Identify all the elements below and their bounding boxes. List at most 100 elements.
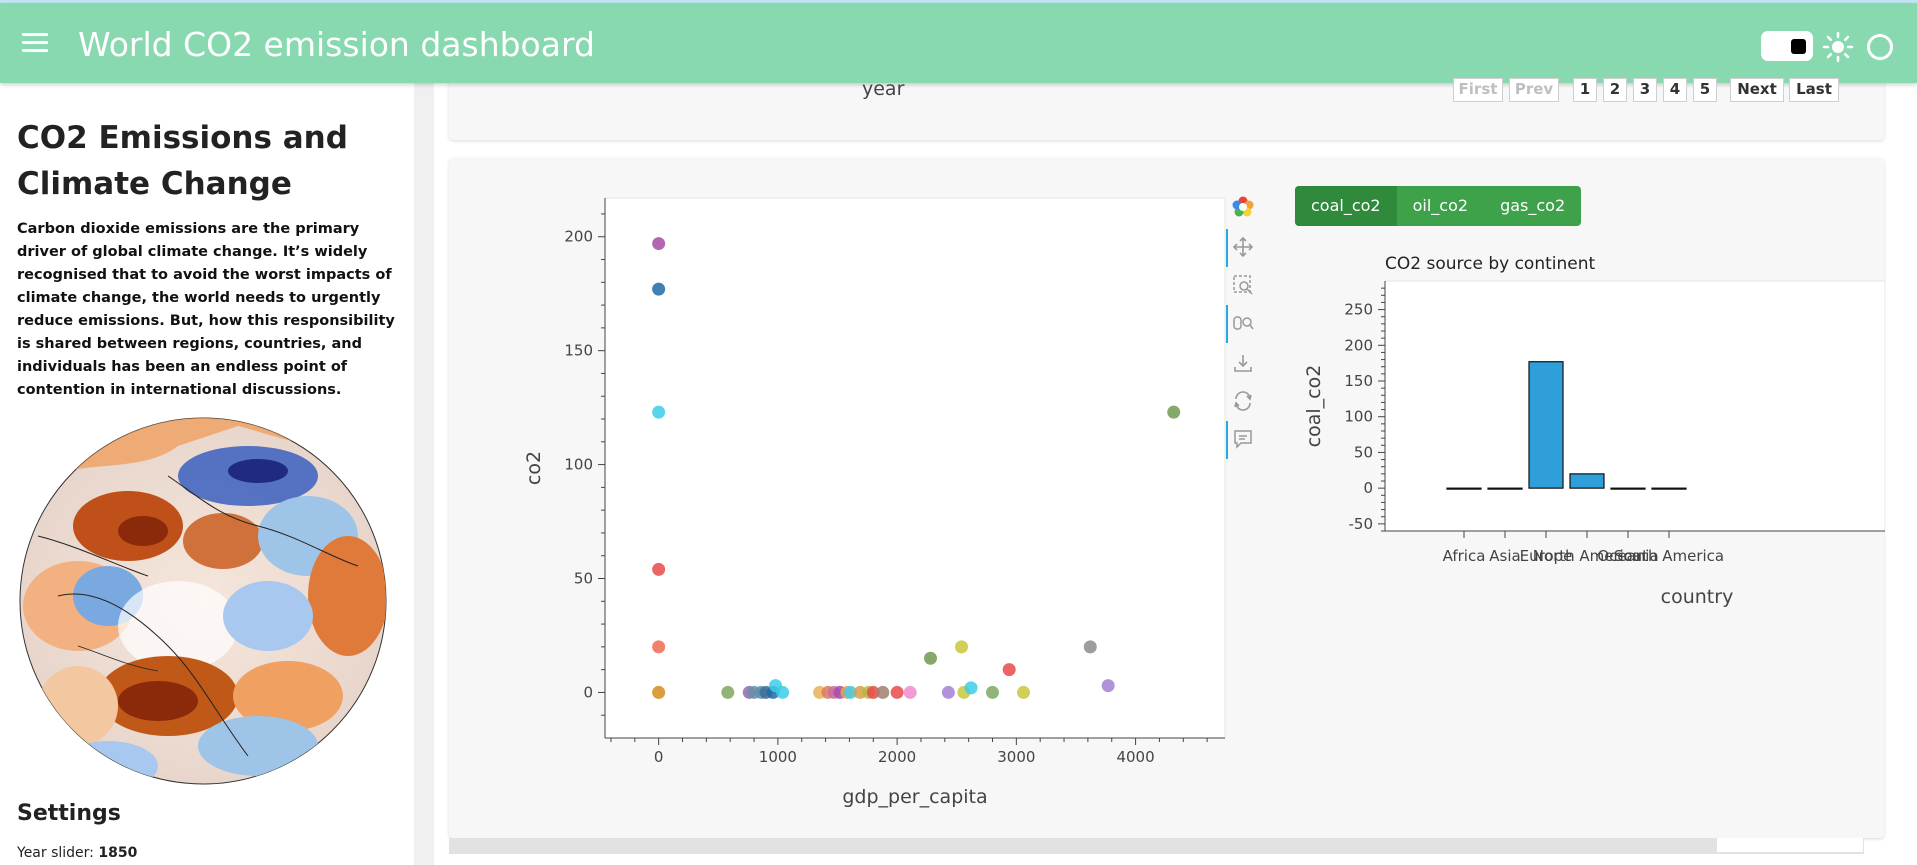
scatter-point: [903, 685, 917, 699]
tab-coal-co2[interactable]: coal_co2: [1295, 186, 1397, 226]
bar-category-label: Oceania: [1597, 547, 1658, 565]
globe-map-image: [19, 417, 387, 785]
pager-page-1[interactable]: 1: [1573, 78, 1597, 102]
pager-first-button[interactable]: First: [1453, 78, 1503, 102]
bar: [1651, 487, 1687, 490]
app-title: World CO2 emission dashboard: [78, 25, 595, 64]
scatter-point: [964, 681, 978, 695]
app-header: World CO2 emission dashboard: [0, 3, 1917, 83]
wheel-zoom-icon[interactable]: [1232, 312, 1254, 334]
bar: [1528, 361, 1564, 489]
pan-active-indicator: [1226, 229, 1228, 267]
bar-y-tick-label: 200: [1344, 336, 1373, 354]
bar-category-label: Asia: [1489, 547, 1520, 565]
horizontal-scrollbar-thumb[interactable]: [1717, 838, 1863, 852]
x-tick-label: 4000: [1116, 748, 1154, 766]
bar: [1569, 473, 1605, 489]
pager-last-button[interactable]: Last: [1789, 78, 1839, 102]
pager-page-2[interactable]: 2: [1603, 78, 1627, 102]
pager-next-button[interactable]: Next: [1730, 78, 1784, 102]
scatter-point: [652, 640, 666, 654]
y-axis-label: co2: [523, 451, 545, 485]
wheel-zoom-active-indicator: [1226, 305, 1228, 343]
y-tick-label: 50: [574, 570, 593, 588]
scatter-point: [955, 640, 968, 654]
pager-prev-button[interactable]: Prev: [1509, 78, 1559, 102]
sidebar-description: Carbon dioxide emissions are the primary…: [17, 221, 395, 398]
scatter-plot[interactable]: 0 1000 2000 3000 4000 0 50 100 150 200 gdp_per_cap…: [500, 190, 1240, 820]
circle-icon[interactable]: [1867, 34, 1893, 60]
scatter-point: [866, 685, 880, 699]
x-axis-label: gdp_per_capita: [842, 786, 987, 808]
scatter-point: [941, 685, 955, 699]
bar: [1446, 487, 1482, 490]
pager-page-3[interactable]: 3: [1633, 78, 1657, 102]
bar-plot-area: [1384, 280, 1885, 532]
scatter-point: [1167, 405, 1181, 419]
bar-category-label: Europe: [1520, 547, 1573, 565]
scatter-plot-area: [604, 197, 1226, 739]
top-strip: [0, 0, 1917, 3]
scatter-point: [652, 405, 666, 419]
settings-heading: Settings: [17, 801, 121, 826]
bar-y-tick-label: 100: [1344, 408, 1373, 426]
y-tick-label: 100: [564, 456, 593, 474]
x-tick-label: 3000: [997, 748, 1035, 766]
hover-active-indicator: [1226, 421, 1228, 459]
sidebar-scrollbar[interactable]: [414, 83, 434, 865]
tab-gas-co2[interactable]: gas_co2: [1500, 196, 1566, 215]
save-download-icon[interactable]: [1232, 352, 1254, 374]
scatter-point: [1002, 663, 1016, 677]
scatter-point: [1083, 640, 1097, 654]
hamburger-menu-icon[interactable]: [22, 33, 48, 53]
bar-y-tick-label: 250: [1344, 301, 1373, 319]
y-tick-label: 150: [564, 342, 593, 360]
x-tick-label: 2000: [878, 748, 916, 766]
y-tick-label: 0: [583, 683, 593, 701]
scatter-point: [721, 685, 735, 699]
year-slider-label: Year slider: 1850: [17, 845, 138, 861]
scatter-point: [876, 685, 890, 699]
bar-y-tick-label: -50: [1349, 515, 1374, 533]
scatter-point: [986, 685, 999, 699]
bokeh-logo-icon[interactable]: [1232, 196, 1254, 218]
sun-icon[interactable]: [1822, 31, 1854, 63]
scatter-point: [924, 651, 937, 665]
theme-toggle[interactable]: [1761, 31, 1813, 61]
pager-page-4[interactable]: 4: [1663, 78, 1687, 102]
scatter-point: [652, 237, 666, 251]
bar-category-label: North America: [1533, 547, 1642, 565]
tab-oil-co2[interactable]: oil_co2: [1412, 196, 1469, 215]
pan-tool-icon[interactable]: [1232, 236, 1254, 258]
reset-icon[interactable]: [1232, 390, 1254, 412]
x-tick-label: 1000: [759, 748, 797, 766]
pager-page-5[interactable]: 5: [1693, 78, 1717, 102]
x-tick-label: 0: [654, 748, 664, 766]
bar-category-label: Africa: [1443, 547, 1486, 565]
bar-x-axis-label: country: [1661, 586, 1734, 608]
hover-tooltip-icon[interactable]: [1232, 428, 1254, 450]
table-column-year: year: [862, 78, 905, 100]
bar-chart[interactable]: CO2 source by continent -50 0 50 100 150 200 25…: [1295, 245, 1885, 620]
bar-y-axis-label: coal_co2: [1303, 365, 1325, 448]
bar-y-tick-label: 0: [1363, 479, 1373, 497]
horizontal-scrollbar[interactable]: [449, 838, 1864, 854]
scatter-point: [652, 562, 666, 576]
bar: [1610, 487, 1646, 490]
scatter-point: [1101, 679, 1115, 693]
year-slider-value: 1850: [98, 845, 138, 861]
sidebar: CO2 Emissions and Climate Change Carbon …: [0, 83, 414, 865]
sidebar-title: CO2 Emissions and Climate Change: [17, 120, 348, 202]
scatter-point: [1017, 685, 1030, 699]
y-tick-label: 200: [564, 228, 593, 246]
scatter-point: [844, 685, 858, 699]
bar: [1487, 487, 1523, 490]
co2-source-tabs: coal_co2 oil_co2 gas_co2: [1295, 186, 1582, 226]
scatter-point: [652, 282, 666, 296]
scatter-point: [776, 685, 790, 699]
box-zoom-icon[interactable]: [1232, 274, 1254, 296]
bar-category-label: South America: [1614, 547, 1724, 565]
plot-toolbar: [1222, 192, 1262, 462]
bar-y-tick-label: 150: [1344, 372, 1373, 390]
scatter-point: [890, 685, 904, 699]
